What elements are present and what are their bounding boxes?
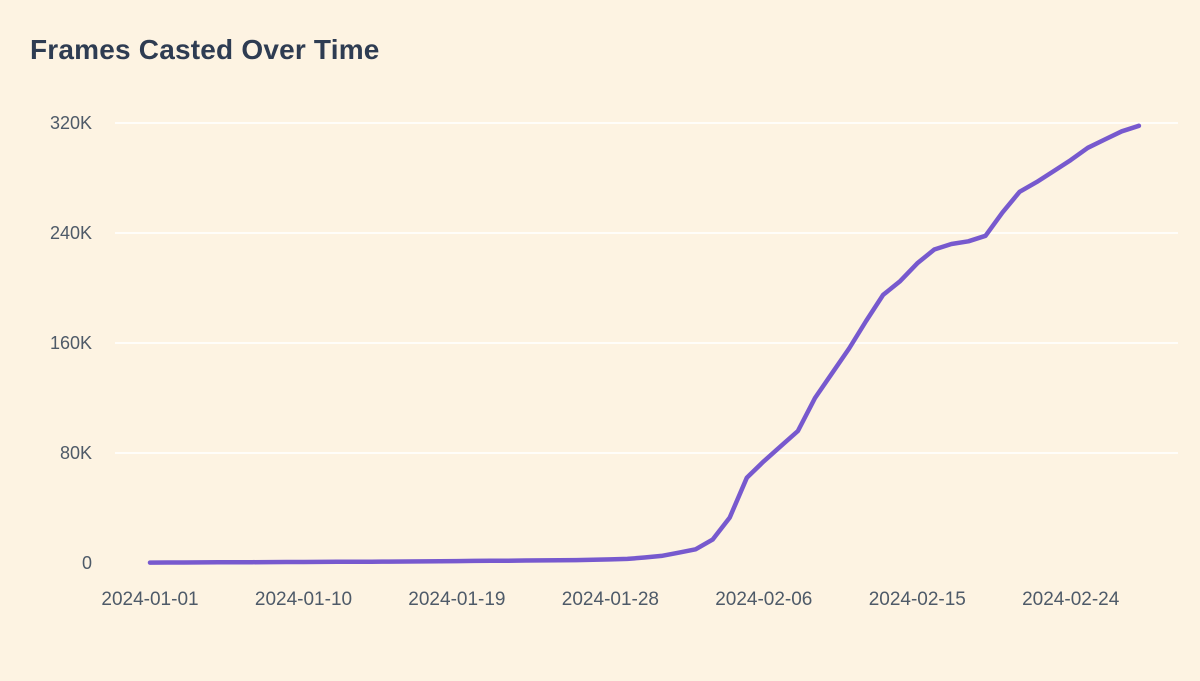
chart-title: Frames Casted Over Time <box>30 34 380 65</box>
x-axis-tick-label: 2024-02-24 <box>1022 589 1120 610</box>
y-axis-tick-label: 160K <box>50 333 92 353</box>
y-axis-tick-label: 320K <box>50 113 92 133</box>
x-axis-tick-label: 2024-01-28 <box>562 589 659 610</box>
x-axis-tick-label: 2024-01-01 <box>101 589 198 610</box>
y-axis-tick-label: 80K <box>60 443 92 463</box>
y-axis-tick-label: 240K <box>50 223 92 243</box>
x-axis-tick-label: 2024-01-19 <box>408 589 505 610</box>
series-line <box>147 123 1142 565</box>
y-axis-tick-label: 0 <box>82 553 92 573</box>
x-axis-tick-label: 2024-02-15 <box>869 589 966 610</box>
x-axis-tick-label: 2024-02-06 <box>715 589 812 610</box>
x-axis-tick-label: 2024-01-10 <box>255 589 352 610</box>
